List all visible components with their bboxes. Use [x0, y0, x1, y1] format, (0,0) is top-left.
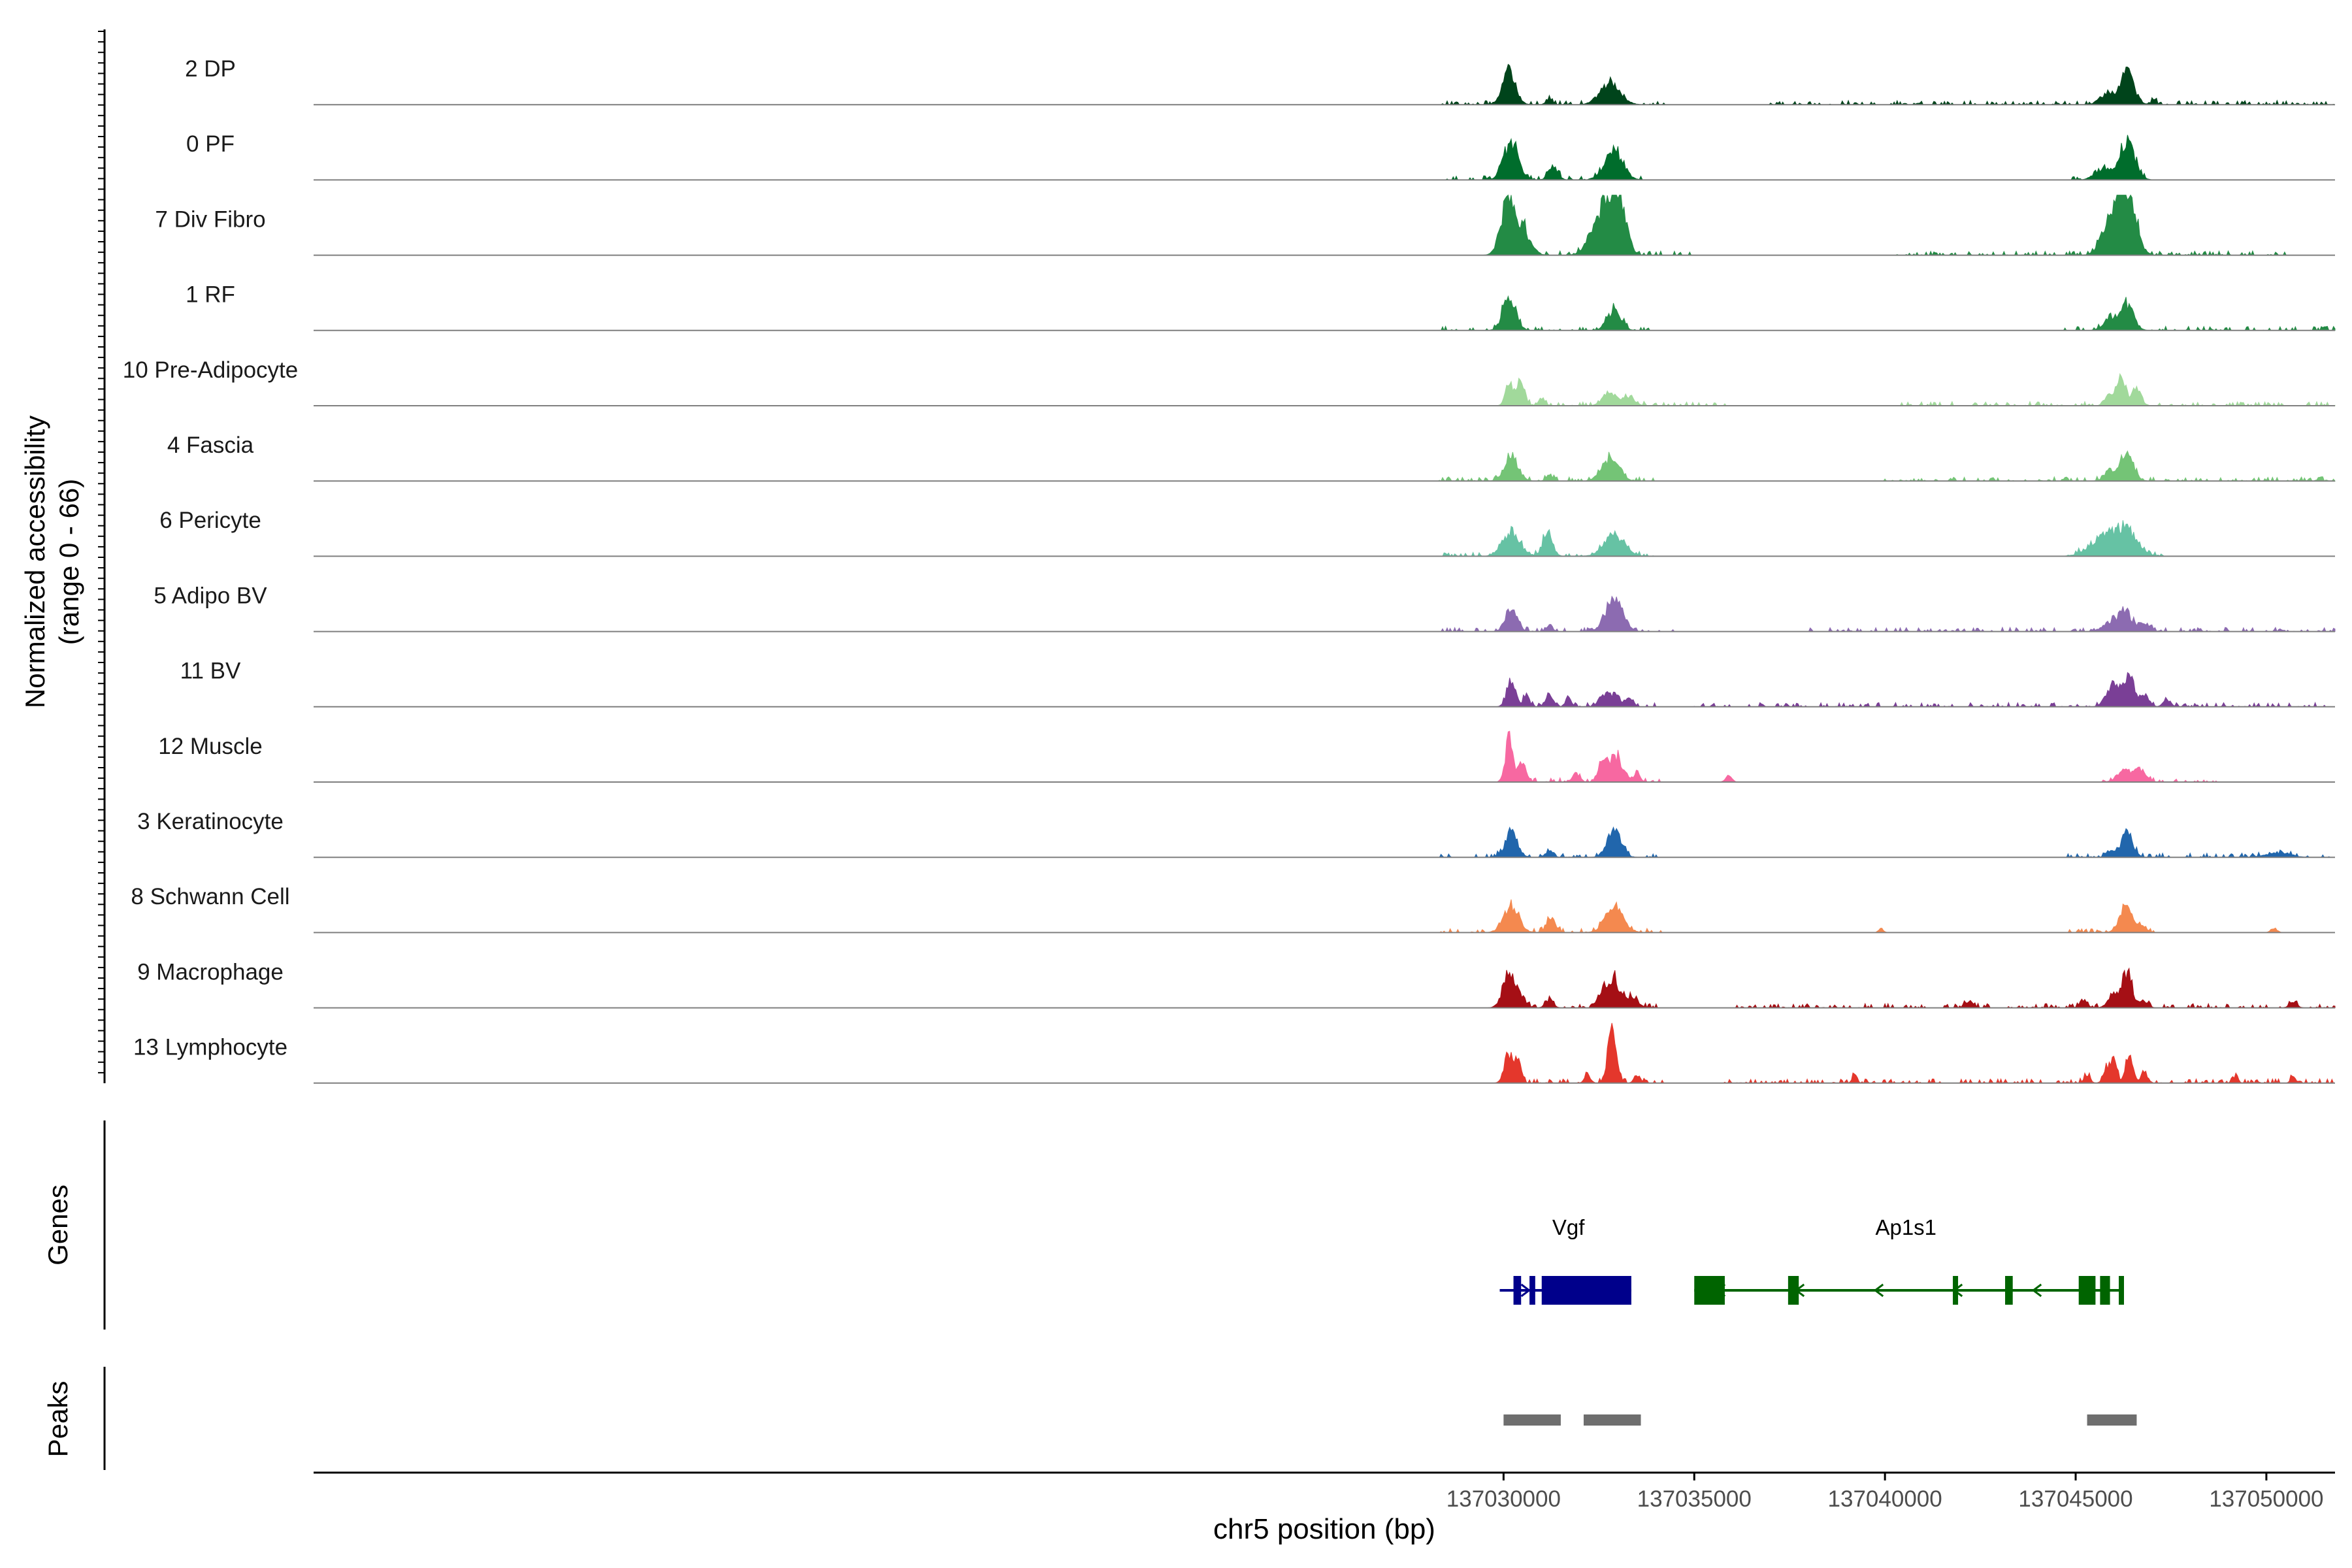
gene-label: Ap1s1: [1875, 1215, 1936, 1239]
gene-exon: [1788, 1276, 1799, 1305]
y-axis-title-range: (range 0 - 66): [54, 479, 84, 645]
genes-panel-label: Genes: [42, 1184, 73, 1266]
x-axis-ticks: 137030000 137035000 137040000 137045000 1370…: [1446, 1473, 2324, 1512]
strand-arrow: [2031, 1283, 2042, 1298]
x-tick-label: 137030000: [1446, 1486, 1561, 1512]
track-label: 4 Fascia: [167, 433, 254, 458]
coverage-area: [314, 295, 2336, 332]
gene-ap1s1: Ap1s1: [1694, 1215, 2125, 1305]
coverage-area: [314, 135, 2335, 181]
track-label: 1 RF: [186, 282, 235, 308]
x-tick-label: 137045000: [2018, 1486, 2132, 1512]
track-1-rf: 1 RF: [186, 282, 2336, 332]
peak-track: [1503, 1414, 2137, 1426]
coverage-area: [314, 595, 2336, 632]
coverage-area: [314, 194, 2335, 256]
track-label: 0 PF: [186, 131, 235, 157]
track-9-macrophage: 9 Macrophage: [137, 959, 2336, 1009]
gene-exon: [2005, 1276, 2013, 1305]
track-label: 6 Pericyte: [159, 508, 261, 533]
track-label: 7 Div Fibro: [155, 206, 265, 232]
coverage-area: [314, 520, 2335, 557]
coverage-area: [314, 672, 2335, 708]
x-tick-label: 137040000: [1828, 1486, 1942, 1512]
y-axis-title-main: Normalized accessibility: [20, 416, 50, 708]
track-label: 12 Muscle: [158, 734, 263, 759]
track-6-pericyte: 6 Pericyte: [159, 508, 2335, 557]
track-4-fascia: 4 Fascia: [167, 433, 2336, 482]
gene-vgf: Vgf: [1499, 1215, 1631, 1305]
coverage-area: [314, 967, 2336, 1009]
gene-exon: [2119, 1276, 2125, 1305]
track-7-div-fibro: 7 Div Fibro: [155, 194, 2335, 256]
coverage-area: [314, 899, 2335, 934]
track-11-bv: 11 BV: [180, 659, 2335, 708]
track-label: 3 Keratinocyte: [137, 809, 284, 834]
gene-exon: [1529, 1276, 1535, 1305]
gene-exon: [1953, 1276, 1959, 1305]
x-tick-label: 137050000: [2209, 1486, 2323, 1512]
peaks-panel-label: Peaks: [42, 1381, 73, 1458]
track-5-adipo-bv: 5 Adipo BV: [154, 583, 2336, 632]
coverage-area: [314, 450, 2336, 482]
x-axis-title: chr5 position (bp): [1213, 1513, 1435, 1545]
track-13-lymphocyte: 13 Lymphocyte: [133, 1022, 2335, 1085]
strand-arrow: [1873, 1283, 1884, 1298]
track-10-pre-adipocyte: 10 Pre-Adipocyte: [123, 357, 2336, 407]
track-label: 11 BV: [180, 659, 241, 684]
x-tick-label: 137035000: [1637, 1486, 1752, 1512]
track-label: 8 Schwann Cell: [131, 884, 289, 909]
peak-bar: [1503, 1414, 1561, 1426]
gene-exon: [2078, 1276, 2096, 1305]
coverage-tracks: 2 DP 0 PF 7 Div Fibro 1 RF 10 Pre-Adipocyte 4…: [123, 56, 2336, 1085]
track-12-muscle: 12 Muscle: [158, 730, 2335, 783]
gene-exon: [2100, 1276, 2110, 1305]
strand-arrow: [1520, 1283, 1531, 1298]
peak-bar: [2087, 1414, 2137, 1426]
coverage-area: [314, 372, 2336, 407]
track-8-schwann-cell: 8 Schwann Cell: [131, 884, 2335, 934]
track-label: 2 DP: [185, 56, 236, 82]
coverage-area: [314, 1022, 2335, 1085]
track-label: 13 Lymphocyte: [133, 1035, 287, 1060]
coverage-area: [314, 63, 2336, 106]
gene-track: Vgf Ap1s1: [1499, 1215, 2125, 1305]
y-axis-title: Normalized accessibility (range 0 - 66): [20, 416, 84, 708]
track-label: 5 Adipo BV: [154, 583, 267, 608]
track-label: 10 Pre-Adipocyte: [123, 357, 298, 383]
coverage-y-ticks: [98, 31, 105, 1073]
coverage-area: [314, 826, 2335, 858]
track-0-pf: 0 PF: [186, 131, 2335, 181]
gene-exon: [1541, 1276, 1631, 1305]
track-label: 9 Macrophage: [137, 959, 284, 985]
track-2-dp: 2 DP: [185, 56, 2336, 106]
coverage-area: [314, 730, 2335, 783]
gene-exon: [1694, 1276, 1725, 1305]
gene-label: Vgf: [1552, 1215, 1585, 1239]
peak-bar: [1583, 1414, 1641, 1426]
gene-exon: [1513, 1276, 1522, 1305]
track-3-keratinocyte: 3 Keratinocyte: [137, 809, 2335, 858]
